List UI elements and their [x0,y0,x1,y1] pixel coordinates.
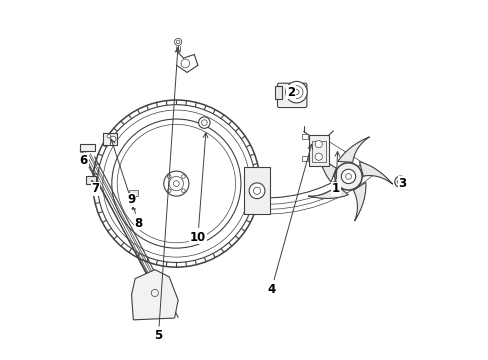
Circle shape [182,175,185,178]
Circle shape [285,81,306,103]
Polygon shape [359,162,392,184]
Circle shape [174,39,182,45]
Bar [301,156,307,161]
Circle shape [394,176,406,188]
Bar [85,176,96,184]
Bar [301,134,307,139]
Polygon shape [317,144,336,182]
Text: 1: 1 [331,152,339,195]
Text: 3: 3 [397,176,406,190]
Text: 4: 4 [267,144,312,296]
Circle shape [334,163,362,190]
Bar [311,140,325,162]
Circle shape [341,169,355,184]
Text: 2: 2 [286,86,295,99]
Circle shape [167,189,171,193]
Circle shape [249,183,264,199]
Text: 5: 5 [154,48,180,342]
Polygon shape [353,182,365,221]
Circle shape [97,105,255,262]
Circle shape [181,59,189,68]
Circle shape [110,136,116,142]
Circle shape [107,134,110,138]
Polygon shape [131,270,178,320]
Circle shape [182,189,185,193]
FancyBboxPatch shape [277,83,306,108]
Polygon shape [175,39,181,45]
Text: 10: 10 [189,133,207,244]
Bar [129,190,137,196]
Circle shape [93,100,260,267]
Bar [308,135,328,166]
Text: 9: 9 [127,193,135,206]
Circle shape [112,119,241,248]
Text: 8: 8 [110,139,142,230]
Bar [244,167,269,214]
Bar [102,133,117,145]
Polygon shape [307,185,347,198]
Polygon shape [337,137,369,162]
Circle shape [314,153,322,160]
Text: 6: 6 [80,154,88,167]
Bar [274,86,282,99]
Text: 7: 7 [91,181,100,195]
Bar [80,144,94,151]
Circle shape [163,171,188,196]
Circle shape [198,117,210,129]
Circle shape [167,175,171,178]
Circle shape [314,140,322,148]
